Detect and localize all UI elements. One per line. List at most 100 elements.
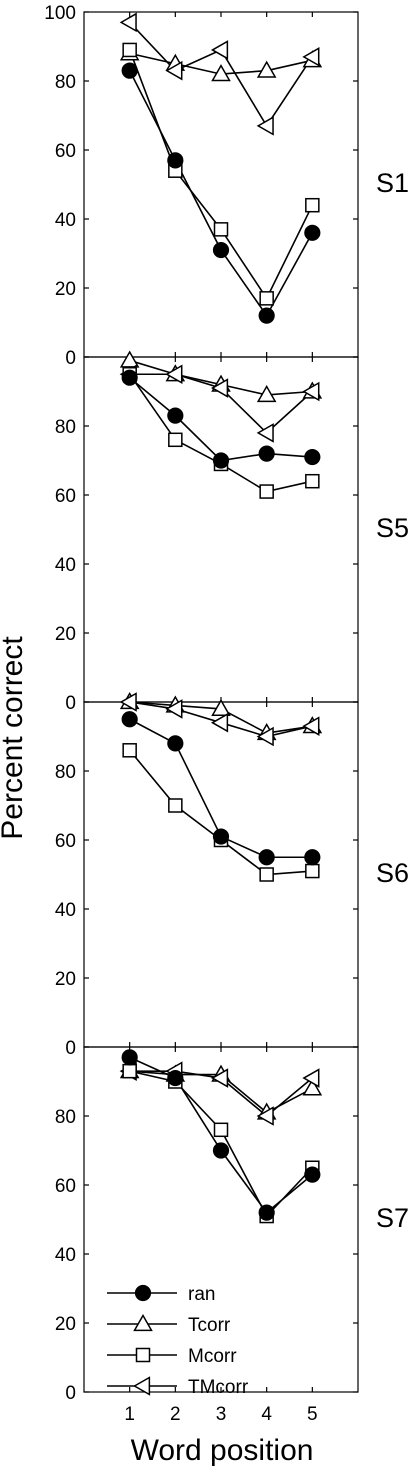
point-tmcorr (302, 381, 320, 402)
point-mcorr (122, 1063, 137, 1079)
point-ran (121, 1049, 138, 1066)
point-mcorr (122, 42, 137, 58)
point-ran (258, 1204, 275, 1221)
point-tmcorr (210, 1068, 229, 1088)
y-tick-label: 80 (55, 762, 76, 783)
legend-label-mcorr: Mcorr (188, 1346, 237, 1367)
y-tick-label: 20 (55, 624, 76, 645)
point-tcorr (119, 350, 140, 368)
point-tmcorr (210, 40, 229, 60)
point-tmcorr (256, 726, 274, 747)
panel-s5: 0 20 40 60 80 S5 (55, 350, 409, 714)
point-tmcorr (256, 116, 274, 136)
y-tick-label: 40 (55, 1245, 76, 1266)
point-tmcorr (119, 692, 137, 712)
y-tick-label: 80 (55, 417, 76, 438)
point-tmcorr (256, 423, 274, 443)
point-mcorr (305, 863, 320, 879)
point-tmcorr (119, 12, 137, 33)
y-tick-label: 20 (55, 1314, 76, 1335)
point-ran (212, 1142, 230, 1159)
y-tick-label: 60 (55, 141, 76, 162)
y-tick-label: 0 (65, 1383, 76, 1404)
point-tcorr (211, 698, 231, 717)
point-tmcorr (302, 47, 320, 67)
y-tick-label: 60 (55, 486, 76, 507)
point-mcorr (259, 484, 274, 499)
legend-label-tcorr: Tcorr (188, 1315, 231, 1336)
panel-label-s5: S5 (376, 513, 409, 543)
point-ran (121, 711, 138, 728)
point-ran (304, 448, 321, 466)
point-tmcorr (210, 712, 229, 733)
point-ran (304, 1166, 321, 1183)
panel-s7: 0 20 40 60 80 1 2 3 4 5 S7 ran Tcorr Mcorr TMcorr (55, 1046, 409, 1425)
y-tick-label: 0 (65, 1038, 76, 1059)
point-mcorr (213, 222, 229, 237)
point-ran (212, 241, 230, 259)
legend-marker-tmcorr (132, 1376, 151, 1396)
point-tmcorr (302, 1068, 320, 1088)
x-tick-label: 5 (307, 1404, 318, 1425)
panel-frame (83, 1046, 359, 1393)
panel-label-s1: S1 (376, 168, 409, 198)
point-ran (258, 445, 275, 462)
point-ran (167, 1069, 184, 1087)
panel-label-s7: S7 (376, 1203, 409, 1233)
point-ran (304, 849, 321, 866)
point-tmcorr (256, 1106, 274, 1126)
point-tmcorr (210, 378, 229, 398)
point-tmcorr (165, 699, 183, 719)
y-tick-label: 100 (44, 3, 76, 24)
point-tmcorr (165, 364, 183, 385)
x-tick-label: 1 (124, 1404, 135, 1425)
point-ran (212, 452, 230, 469)
y-tick-label: 60 (55, 1176, 76, 1197)
legend: ran Tcorr Mcorr TMcorr (107, 1284, 249, 1398)
x-axis-title: Word position (131, 1434, 314, 1467)
point-mcorr (259, 291, 274, 306)
point-tcorr (302, 1078, 323, 1096)
point-ran (304, 224, 321, 241)
point-tcorr (256, 60, 277, 78)
panels-layer: 0 20 40 60 80 100 S1 0 20 40 60 80 S5 0 20 40 60 80 S6 0 20 4… (44, 3, 409, 1425)
point-ran (121, 369, 138, 386)
point-mcorr (122, 743, 137, 758)
y-tick-label: 20 (55, 279, 76, 300)
y-tick-label: 0 (65, 693, 76, 714)
point-tcorr (211, 64, 231, 82)
y-tick-label: 60 (55, 831, 76, 852)
panel-frame (83, 356, 359, 703)
legend-marker-tcorr (133, 1313, 153, 1332)
x-tick-label: 3 (216, 1404, 227, 1425)
y-axis-title: Percent correct (0, 636, 29, 840)
y-tick-label: 40 (55, 900, 76, 921)
point-mcorr (213, 1122, 229, 1138)
point-mcorr (305, 473, 320, 489)
point-ran (121, 62, 138, 79)
point-tmcorr (165, 60, 183, 81)
legend-marker-ran (134, 1284, 152, 1302)
point-mcorr (259, 867, 274, 882)
point-ran (258, 849, 275, 866)
legend-marker-mcorr (135, 1347, 151, 1363)
point-tmcorr (302, 716, 320, 736)
x-tick-label: 4 (261, 1404, 272, 1425)
panel-s6: 0 20 40 60 80 S6 (55, 691, 409, 1059)
point-ran (167, 152, 184, 169)
point-tcorr (256, 384, 277, 403)
x-tick-label: 2 (170, 1404, 181, 1425)
point-ran (258, 307, 275, 324)
series-line-mcorr (128, 49, 314, 300)
y-tick-label: 80 (55, 72, 76, 93)
legend-label-ran: ran (188, 1284, 215, 1305)
point-mcorr (305, 197, 320, 213)
y-tick-label: 0 (65, 348, 76, 369)
y-tick-label: 20 (55, 969, 76, 990)
point-ran (212, 828, 230, 845)
series-line-mcorr (129, 749, 313, 876)
point-mcorr (168, 432, 183, 448)
y-tick-label: 80 (55, 1107, 76, 1128)
panel-s1: 0 20 40 60 80 100 S1 (44, 3, 409, 369)
